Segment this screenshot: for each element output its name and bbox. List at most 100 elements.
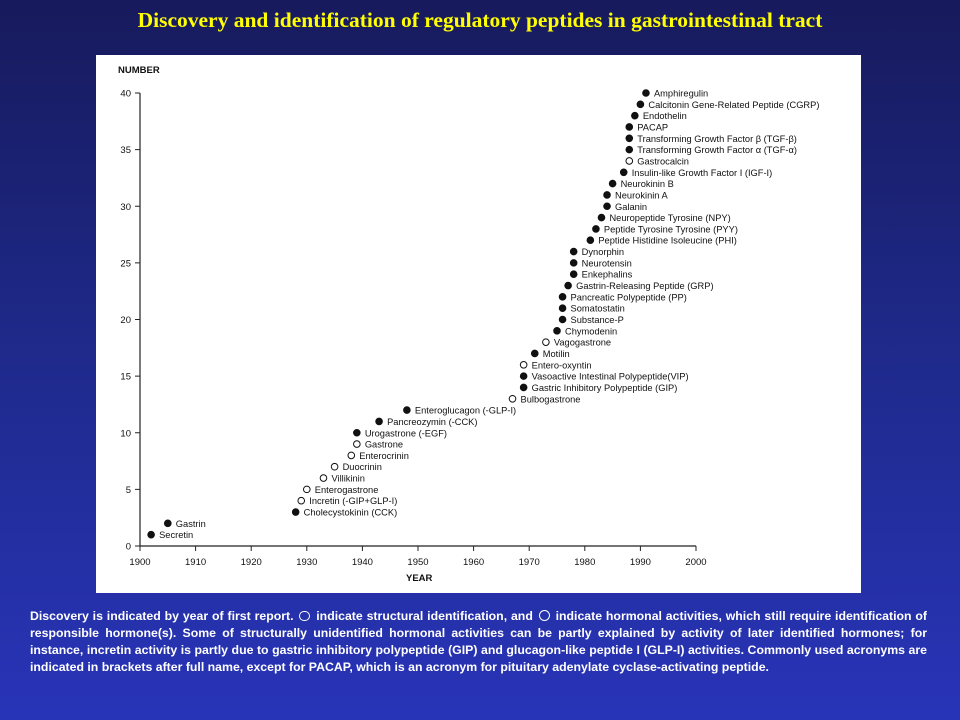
point-label: Transforming Growth Factor α (TGF-α): [637, 145, 797, 155]
point-label: Dynorphin: [582, 247, 624, 257]
filled-data-point: [642, 89, 650, 97]
point-label: Galanin: [615, 202, 647, 212]
filled-data-point: [586, 236, 595, 245]
caption-part-2: indicate structural identification, and: [316, 609, 533, 623]
scatter-chart: 1900 1910 1920 1930 1940 1950 1960 1970 1980 1990…: [118, 65, 819, 584]
filled-data-point: [597, 213, 606, 222]
filled-circle-icon: [299, 611, 311, 621]
open-data-point: [297, 496, 306, 505]
point-label: Neurotensin: [582, 258, 632, 268]
filled-data-point: [569, 247, 578, 256]
y-tick-label: 20: [120, 315, 131, 326]
point-label: Chymodenin: [565, 326, 617, 336]
axes: [135, 92, 697, 551]
filled-data-point: [631, 111, 639, 120]
open-data-point: [625, 157, 634, 165]
open-data-point: [330, 462, 339, 471]
open-data-point: [303, 485, 311, 494]
x-tick-label: 1930: [296, 557, 317, 568]
y-axis-label: NUMBER: [118, 65, 160, 76]
point-label: Transforming Growth Factor β (TGF-β): [637, 134, 797, 144]
point-label: Cholecystokinin (CCK): [304, 508, 398, 518]
x-tick-label: 1940: [352, 557, 373, 568]
point-label: Motilin: [543, 349, 570, 359]
filled-data-point: [569, 259, 578, 267]
filled-data-point: [519, 372, 528, 380]
point-label: Enterocrinin: [359, 451, 409, 461]
point-label: Incretin (-GIP+GLP-I): [309, 496, 397, 506]
caption-part-1: Discovery is indicated by year of first …: [30, 609, 294, 623]
filled-data-point: [569, 270, 578, 278]
filled-data-point: [291, 508, 300, 516]
open-circle-icon: [538, 610, 550, 621]
filled-data-point: [603, 191, 611, 199]
y-tick-label: 5: [126, 485, 131, 496]
point-label: Gastrin-Releasing Peptide (GRP): [576, 281, 713, 291]
y-tick-label: 40: [120, 89, 131, 100]
point-label: Vagogastrone: [554, 338, 611, 348]
x-tick-label: 1980: [574, 557, 595, 568]
point-label: Gastric Inhibitory Polypeptide (GIP): [532, 383, 678, 393]
slide-title: Discovery and identification of regulato…: [137, 8, 823, 32]
filled-data-point: [625, 123, 634, 131]
open-data-point: [542, 338, 550, 346]
point-label: Pancreozymin (-CCK): [387, 417, 477, 427]
point-label: Substance-P: [571, 315, 624, 325]
point-label: Neuropeptide Tyrosine (NPY): [609, 213, 730, 223]
x-axis-label: YEAR: [406, 573, 433, 584]
filled-data-point: [603, 202, 611, 211]
point-label: Somatostatin: [571, 304, 625, 314]
point-label: Amphiregulin: [654, 89, 708, 99]
point-label: Duocrinin: [343, 462, 382, 472]
filled-data-point: [353, 428, 361, 437]
point-label: Peptide Tyrosine Tyrosine (PYY): [604, 224, 738, 234]
point-label: PACAP: [637, 122, 668, 132]
point-label: Entero-oxyntin: [532, 360, 592, 370]
filled-data-point: [636, 100, 645, 109]
point-label: Urogastrone (-EGF): [365, 428, 447, 438]
y-tick-label: 35: [120, 145, 131, 156]
x-tick-label: 1950: [407, 557, 428, 568]
filled-data-point: [625, 145, 634, 154]
x-tick-label: 1990: [630, 557, 651, 568]
y-tick-label: 15: [120, 372, 131, 383]
filled-data-point: [619, 168, 628, 177]
x-tick-label: 1920: [241, 557, 262, 568]
y-tick-label: 25: [120, 258, 131, 269]
point-label: Enkephalins: [582, 270, 633, 280]
point-label: Calcitonin Gene-Related Peptide (CGRP): [648, 100, 819, 110]
point-label: Insulin-like Growth Factor I (IGF-I): [632, 168, 773, 178]
x-tick-label: 1960: [463, 557, 484, 568]
filled-data-point: [592, 225, 600, 233]
point-label: Villikinin: [331, 474, 364, 484]
point-label: Secretin: [159, 530, 193, 540]
filled-data-point: [530, 349, 539, 358]
point-label: Gastrocalcin: [637, 156, 689, 166]
filled-data-point: [519, 383, 528, 392]
point-label: Neurokinin A: [615, 190, 669, 200]
caption: Discovery is indicated by year of first …: [30, 608, 927, 676]
point-label: Endothelin: [643, 111, 687, 121]
y-tick-label: 30: [120, 202, 131, 213]
filled-data-point: [558, 315, 567, 324]
point-label: Neurokinin B: [621, 179, 674, 189]
point-label: Pancreatic Polypeptide (PP): [571, 292, 687, 302]
filled-data-point: [564, 281, 572, 290]
point-label: Enterogastrone: [315, 485, 379, 495]
filled-data-point: [147, 530, 155, 539]
tick-labels: 1900 1910 1920 1930 1940 1950 1960 1970 1980 1990…: [120, 89, 706, 569]
open-data-point: [508, 394, 517, 403]
point-label: Bulbogastrone: [521, 394, 581, 404]
point-label: Vasoactive Intestinal Polypeptide(VIP): [532, 372, 689, 382]
x-tick-label: 1900: [129, 557, 150, 568]
chart-panel: 1900 1910 1920 1930 1940 1950 1960 1970 1980 1990…: [96, 55, 861, 593]
filled-data-point: [608, 179, 617, 188]
open-data-point: [353, 440, 361, 448]
caption-part-3: indicate hormonal activities, which stil…: [30, 609, 928, 674]
point-label: Gastrin: [176, 519, 206, 529]
point-label: Enteroglucagon (-GLP-I): [415, 406, 516, 416]
filled-data-point: [625, 134, 634, 143]
filled-data-point: [553, 327, 561, 335]
filled-data-point: [164, 519, 172, 528]
